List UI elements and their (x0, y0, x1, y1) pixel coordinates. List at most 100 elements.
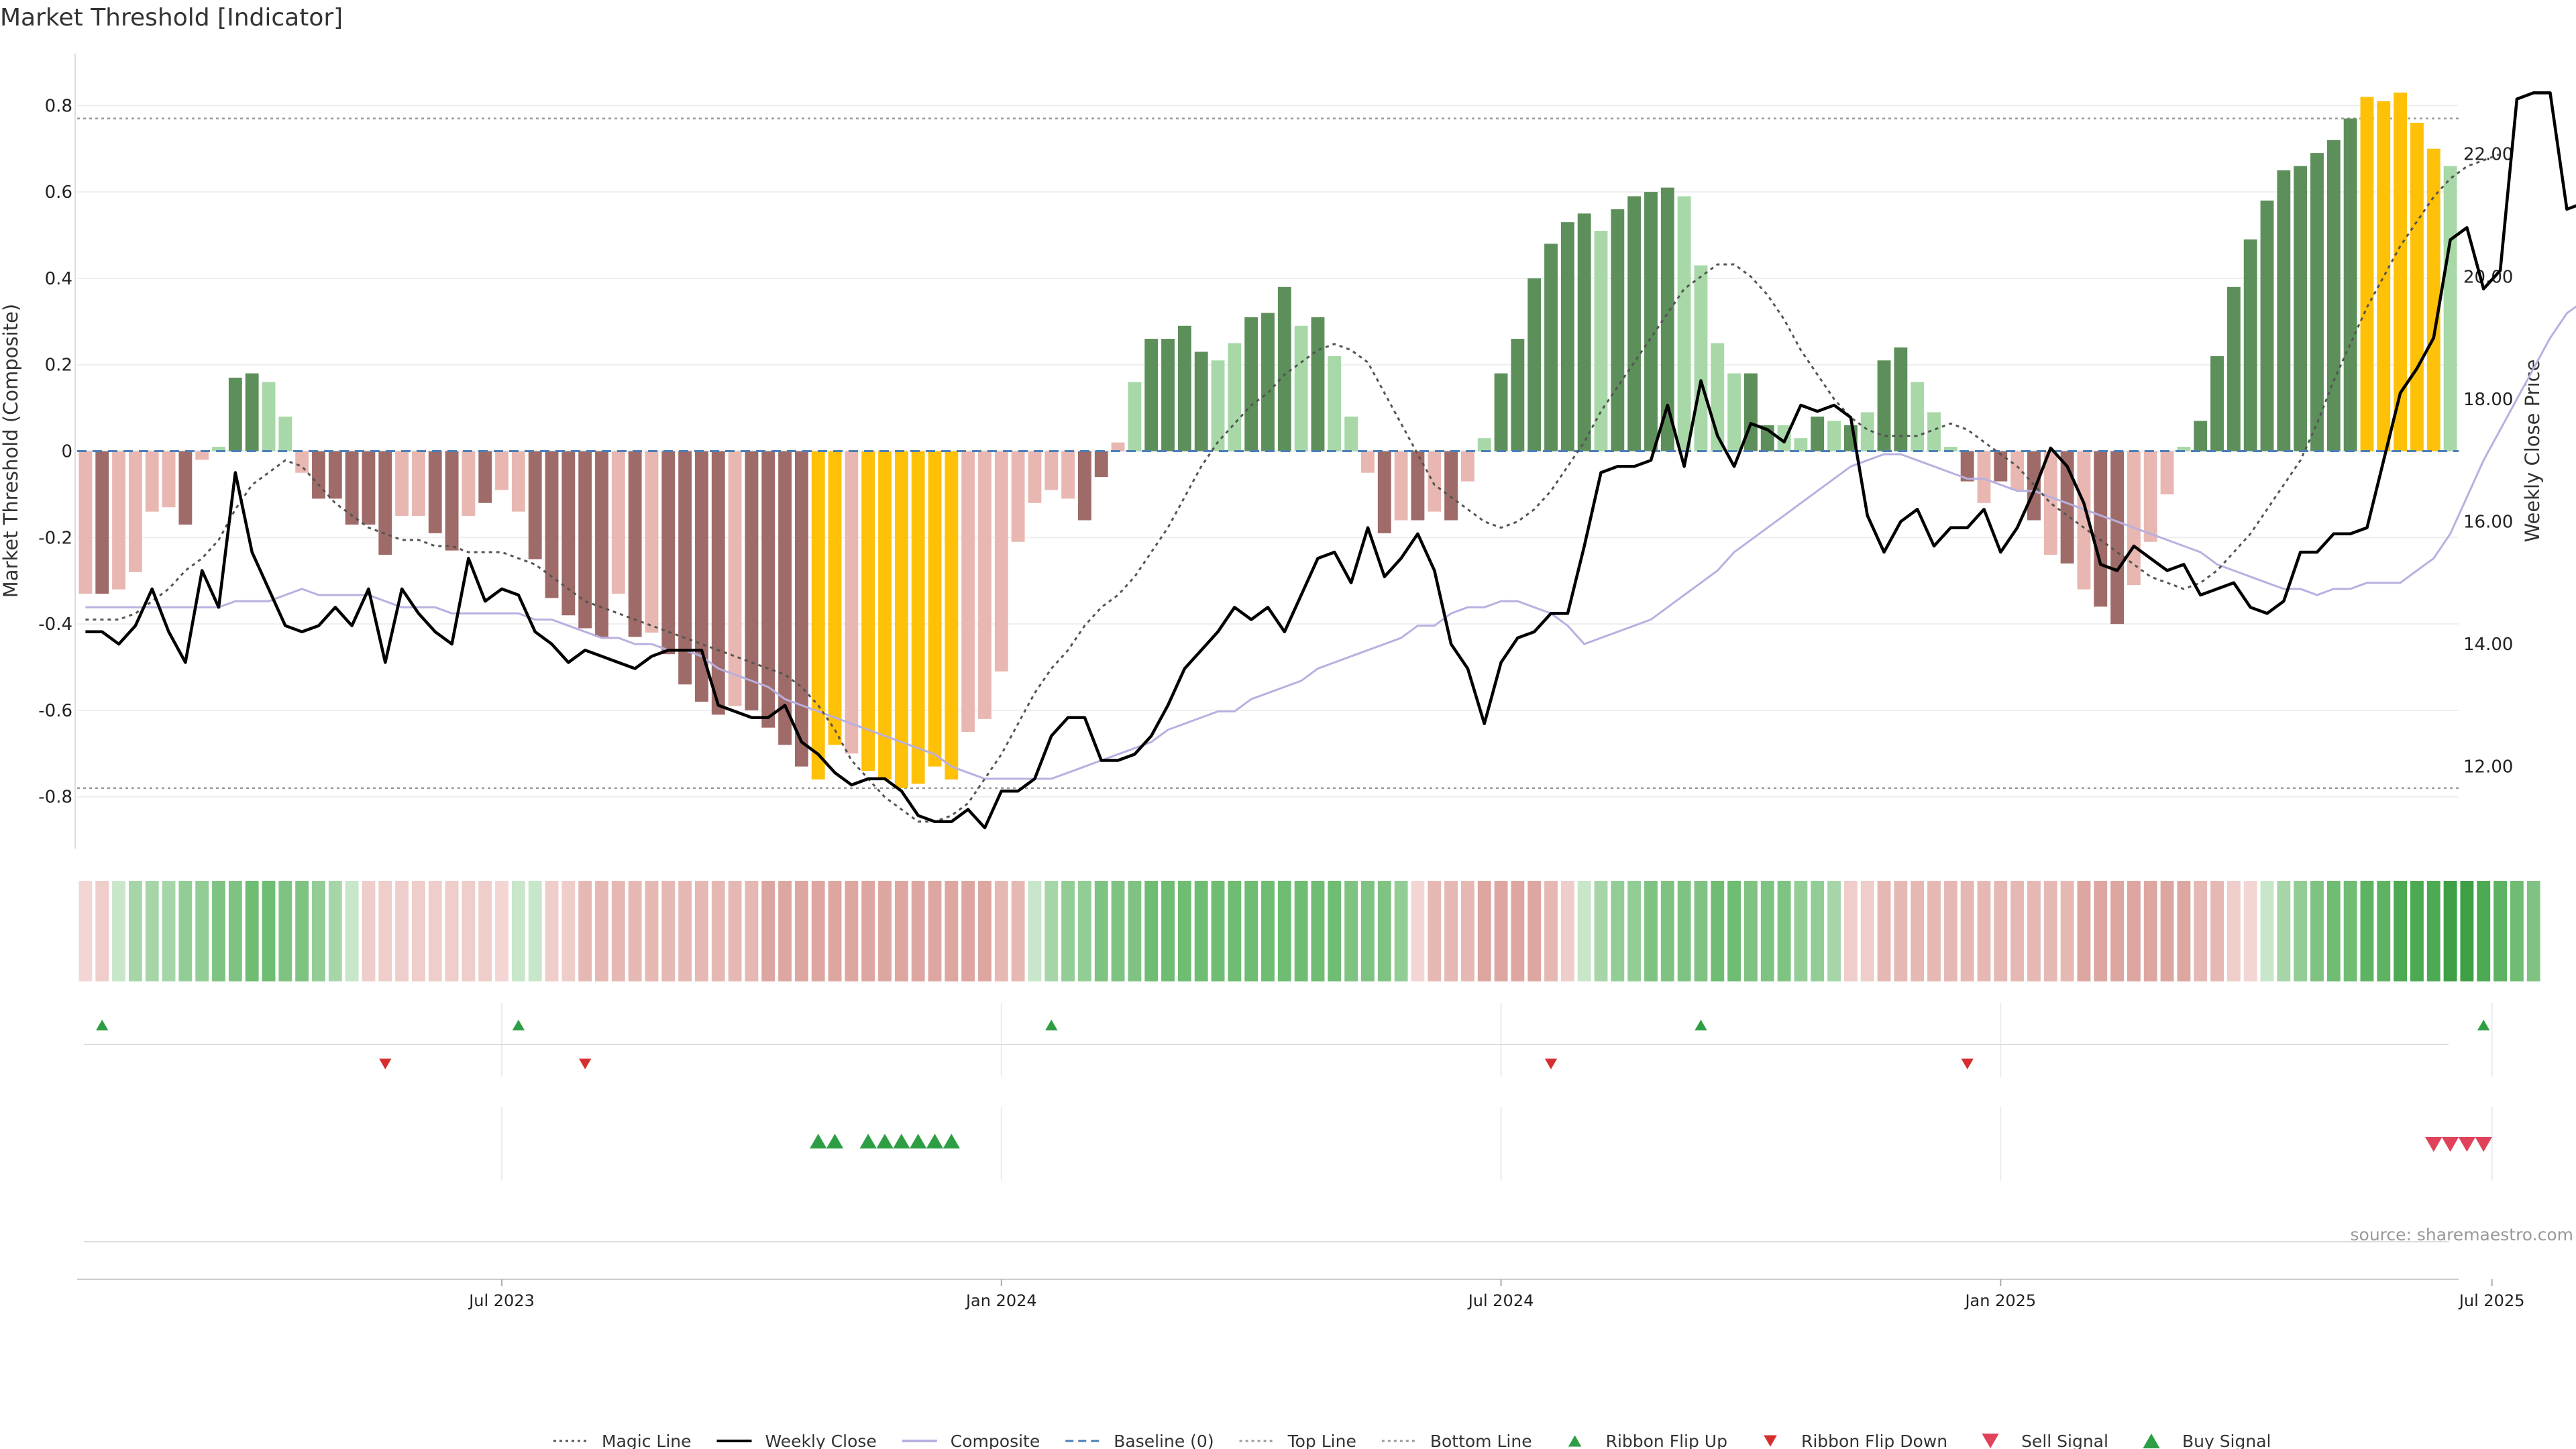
composite-bar (2277, 170, 2291, 451)
ribbon-cell (1811, 881, 1825, 981)
composite-bar (561, 451, 576, 616)
legend-label: Top Line (1287, 1432, 1356, 1449)
y-tick-label-left: 0.8 (45, 96, 72, 116)
buy-signal-marker (910, 1134, 927, 1148)
composite-bar (362, 451, 376, 525)
y-tick-label-left: -0.6 (38, 701, 72, 721)
composite-bar (2260, 200, 2274, 451)
y-tick-label-right: 12.00 (2463, 757, 2513, 777)
x-tick-label: Jul 2025 (2458, 1291, 2525, 1310)
legend-swatch (1568, 1435, 1582, 1447)
ribbon-cell (928, 881, 942, 981)
ribbon-cell (2177, 881, 2191, 981)
ribbon-cell (1394, 881, 1408, 981)
legend-label: Ribbon Flip Down (1801, 1432, 1947, 1449)
ribbon-cell (1011, 881, 1025, 981)
composite-bar (178, 451, 193, 525)
composite-bar (2294, 166, 2308, 451)
y-tick-label-left: 0.2 (45, 356, 72, 376)
ribbon-flip-up-marker (512, 1020, 525, 1030)
ribbon-cell (1727, 881, 1741, 981)
composite-bar (2143, 451, 2157, 542)
ribbon-cell (2127, 881, 2141, 981)
composite-bar (462, 451, 476, 517)
composite-bar (1177, 325, 1191, 451)
composite-bar (945, 451, 959, 780)
ribbon-cell (1377, 881, 1391, 981)
ribbon-cell (1760, 881, 1774, 981)
composite-bar (1677, 196, 1691, 451)
y-tick-label-right: 16.00 (2463, 512, 2513, 532)
composite-bar (2010, 451, 2025, 490)
composite-bar (1577, 213, 1591, 451)
composite-bar (728, 451, 742, 706)
composite-bar (1560, 222, 1574, 451)
buy-signal-marker (876, 1134, 894, 1148)
composite-bar (95, 451, 109, 594)
x-axis: Jul 2023 Jan 2024 Jul 2024 Jan 2025 Jul 2025 (77, 1279, 2524, 1310)
composite-bar (2060, 451, 2074, 564)
ribbon-cell (2343, 881, 2357, 981)
ribbon-cell (478, 881, 492, 981)
composite-bar (878, 451, 892, 780)
ribbon-cell (811, 881, 825, 981)
ribbon-flip-up-marker (96, 1020, 109, 1030)
composite-bar (1627, 196, 1642, 451)
composite-bar (2210, 356, 2224, 451)
ribbon-cell (761, 881, 775, 981)
ribbon-cell (1277, 881, 1291, 981)
ribbon-cell (861, 881, 875, 981)
composite-bar (228, 378, 242, 451)
ribbon-cell (212, 881, 225, 981)
legend-label: Baseline (0) (1114, 1432, 1214, 1449)
ribbon-cell (1911, 881, 1925, 981)
legend-item: Magic Line (553, 1432, 692, 1449)
composite-bar (545, 451, 559, 598)
composite-bar (1277, 286, 1291, 451)
composite-bar (411, 451, 425, 517)
composite-bar (1061, 451, 1075, 499)
ribbon-cell (595, 881, 608, 981)
ribbon-cell (1028, 881, 1042, 981)
buy-signal-marker (810, 1134, 827, 1148)
composite-bar (1794, 438, 1808, 451)
ribbon-cell (778, 881, 792, 981)
sell-signal-marker (2425, 1137, 2443, 1152)
composite-bar (1594, 231, 1608, 451)
ribbon-cell (1494, 881, 1508, 981)
ribbon-cell (1344, 881, 1358, 981)
ribbon-cell (1860, 881, 1874, 981)
composite-bar (162, 451, 176, 508)
composite-bar (1294, 325, 1308, 451)
ribbon-flip-down-marker (1544, 1059, 1558, 1069)
ribbon-cell (195, 881, 209, 981)
ribbon-flip-up-marker (1695, 1020, 1707, 1030)
composite-bar (1044, 451, 1059, 490)
ribbon-cell (112, 881, 125, 981)
legend: Magic Line Weekly Close Composite Baseline … (553, 1432, 2271, 1449)
composite-bar (811, 451, 825, 780)
composite-bar (828, 451, 842, 745)
ribbon-cell (328, 881, 342, 981)
composite-bar (245, 373, 259, 451)
buy-signal-marker (926, 1134, 944, 1148)
ribbon-cell (2394, 881, 2408, 981)
composite-bar (678, 451, 692, 685)
ribbon-cell (2360, 881, 2374, 981)
ribbon-cell (2027, 881, 2041, 981)
ribbon-cell (2043, 881, 2057, 981)
ribbon-cell (1560, 881, 1574, 981)
ribbon-cell (1544, 881, 1558, 981)
ribbon-cell (1411, 881, 1425, 981)
ribbon-cell (1611, 881, 1625, 981)
composite-bar (428, 451, 442, 533)
composite-bar (711, 451, 725, 715)
composite-bar (2326, 140, 2341, 451)
y-axis-right-label: Weekly Close Price (2521, 360, 2544, 543)
ribbon-cell (2226, 881, 2241, 981)
composite-bar (2027, 451, 2041, 521)
composite-bar (1544, 244, 1558, 451)
ribbon-cell (1744, 881, 1758, 981)
ribbon-flip-down-marker (1961, 1059, 1974, 1069)
ribbon-cell (2077, 881, 2091, 981)
